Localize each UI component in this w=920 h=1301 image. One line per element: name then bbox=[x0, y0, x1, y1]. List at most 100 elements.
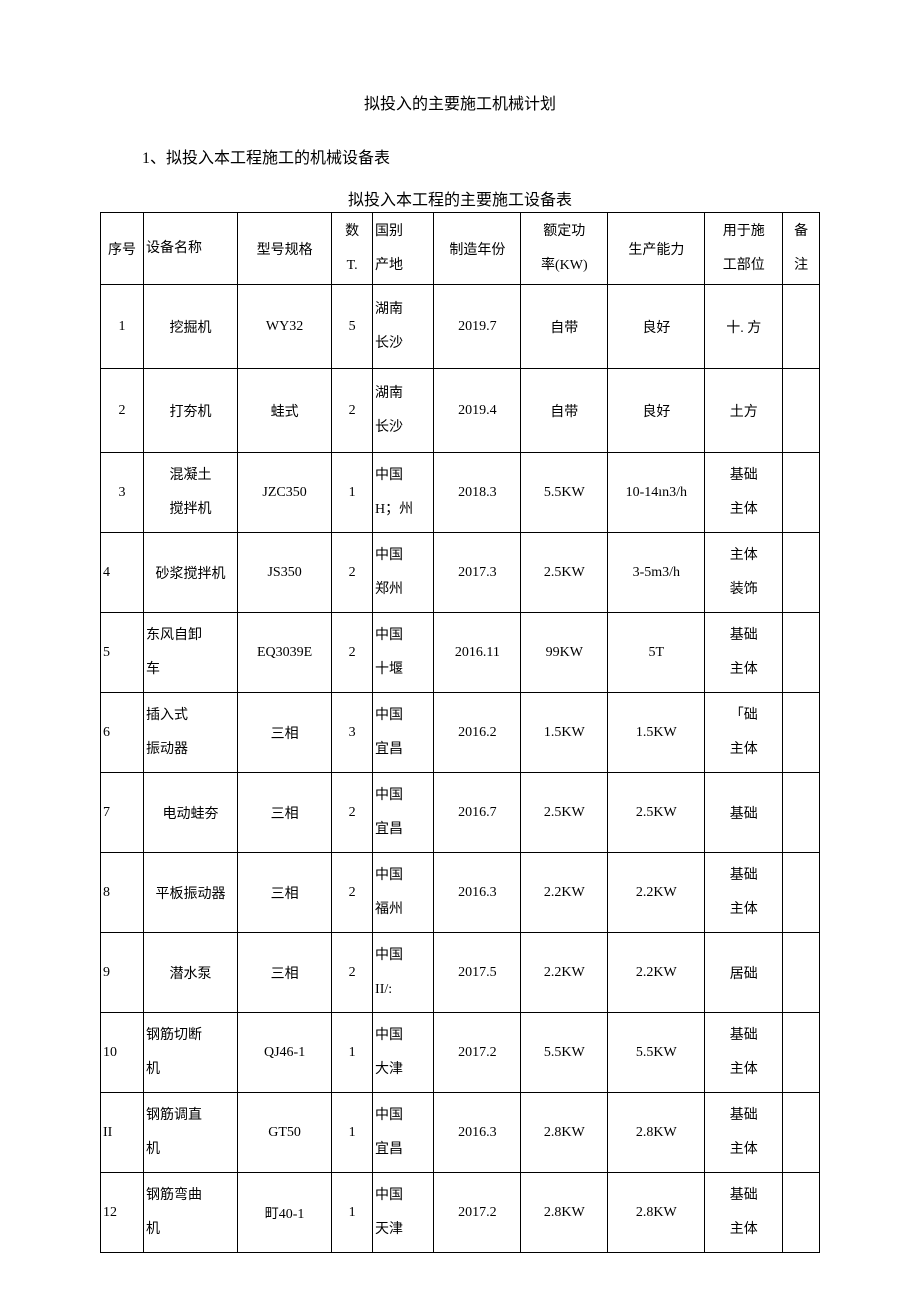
cell-capacity: 良好 bbox=[608, 285, 705, 369]
cell-note bbox=[783, 853, 820, 933]
cell-year: 2016.11 bbox=[434, 613, 521, 693]
cell-model: 三相 bbox=[238, 933, 332, 1013]
cell-usage: 「础主体 bbox=[705, 693, 783, 773]
cell-power: 1.5KW bbox=[521, 693, 608, 773]
cell-usage: 主体装饰 bbox=[705, 533, 783, 613]
header-capacity: 生产能力 bbox=[608, 213, 705, 285]
header-year: 制造年份 bbox=[434, 213, 521, 285]
table-row: II钢筋调直机GT501中国宜昌2016.32.8KW2.8KW基础主体 bbox=[101, 1093, 820, 1173]
cell-note bbox=[783, 369, 820, 453]
table-row: 7电动蛙夯三相2中国宜昌2016.72.5KW2.5KW基础 bbox=[101, 773, 820, 853]
cell-seq: 6 bbox=[101, 693, 144, 773]
cell-seq: 12 bbox=[101, 1173, 144, 1253]
table-row: 10钢筋切断机QJ46-11中国大津2017.25.5KW5.5KW基础主体 bbox=[101, 1013, 820, 1093]
header-usage: 用于施工部位 bbox=[705, 213, 783, 285]
cell-qty: 2 bbox=[332, 933, 373, 1013]
table-row: 3混凝土搅拌机JZC3501中国H；州2018.35.5KW10-14ın3/h… bbox=[101, 453, 820, 533]
header-power: 额定功率(KW) bbox=[521, 213, 608, 285]
cell-model: GT50 bbox=[238, 1093, 332, 1173]
header-note: 备注 bbox=[783, 213, 820, 285]
cell-model: JZC350 bbox=[238, 453, 332, 533]
table-body: 1挖掘机WY325湖南长沙2019.7自带良好十. 方2打夯机蛙式2湖南长沙20… bbox=[101, 285, 820, 1253]
cell-usage: 居础 bbox=[705, 933, 783, 1013]
cell-note bbox=[783, 285, 820, 369]
cell-capacity: 2.8KW bbox=[608, 1173, 705, 1253]
cell-power: 99KW bbox=[521, 613, 608, 693]
cell-model: EQ3039E bbox=[238, 613, 332, 693]
cell-seq: 4 bbox=[101, 533, 144, 613]
cell-model: 三相 bbox=[238, 773, 332, 853]
cell-model: 三相 bbox=[238, 693, 332, 773]
cell-usage: 基础主体 bbox=[705, 853, 783, 933]
cell-qty: 1 bbox=[332, 1173, 373, 1253]
cell-qty: 5 bbox=[332, 285, 373, 369]
cell-note bbox=[783, 693, 820, 773]
cell-usage: 基础 bbox=[705, 773, 783, 853]
cell-seq: 8 bbox=[101, 853, 144, 933]
cell-power: 2.8KW bbox=[521, 1173, 608, 1253]
table-row: 1挖掘机WY325湖南长沙2019.7自带良好十. 方 bbox=[101, 285, 820, 369]
cell-year: 2017.3 bbox=[434, 533, 521, 613]
cell-origin: 中国II/: bbox=[373, 933, 434, 1013]
cell-name: 钢筋切断机 bbox=[143, 1013, 237, 1093]
cell-model: WY32 bbox=[238, 285, 332, 369]
cell-power: 自带 bbox=[521, 369, 608, 453]
cell-name: 电动蛙夯 bbox=[143, 773, 237, 853]
cell-qty: 2 bbox=[332, 533, 373, 613]
cell-model: QJ46-1 bbox=[238, 1013, 332, 1093]
cell-seq: 3 bbox=[101, 453, 144, 533]
cell-seq: 9 bbox=[101, 933, 144, 1013]
cell-capacity: 2.5KW bbox=[608, 773, 705, 853]
cell-origin: 中国宜昌 bbox=[373, 773, 434, 853]
cell-year: 2017.2 bbox=[434, 1013, 521, 1093]
cell-capacity: 良好 bbox=[608, 369, 705, 453]
section-heading: 1、拟投入本工程施工的机械设备表 bbox=[142, 144, 820, 168]
cell-year: 2016.7 bbox=[434, 773, 521, 853]
cell-capacity: 2.2KW bbox=[608, 933, 705, 1013]
cell-qty: 2 bbox=[332, 773, 373, 853]
cell-seq: II bbox=[101, 1093, 144, 1173]
cell-model: 町40-1 bbox=[238, 1173, 332, 1253]
page-title: 拟投入的主要施工机械计划 bbox=[100, 90, 820, 114]
header-origin: 国别产地 bbox=[373, 213, 434, 285]
cell-name: 砂浆搅拌机 bbox=[143, 533, 237, 613]
table-row: 9潜水泵三相2中国II/:2017.52.2KW2.2KW居础 bbox=[101, 933, 820, 1013]
cell-capacity: 1.5KW bbox=[608, 693, 705, 773]
cell-power: 2.2KW bbox=[521, 853, 608, 933]
header-qty: 数T. bbox=[332, 213, 373, 285]
cell-qty: 2 bbox=[332, 853, 373, 933]
cell-year: 2019.7 bbox=[434, 285, 521, 369]
cell-power: 5.5KW bbox=[521, 1013, 608, 1093]
table-caption: 拟投入本工程的主要施工设备表 bbox=[100, 186, 820, 210]
header-model: 型号规格 bbox=[238, 213, 332, 285]
table-row: 2打夯机蛙式2湖南长沙2019.4自带良好土方 bbox=[101, 369, 820, 453]
cell-origin: 中国福州 bbox=[373, 853, 434, 933]
cell-name: 潜水泵 bbox=[143, 933, 237, 1013]
cell-seq: 2 bbox=[101, 369, 144, 453]
cell-year: 2017.5 bbox=[434, 933, 521, 1013]
cell-name: 混凝土搅拌机 bbox=[143, 453, 237, 533]
cell-capacity: 10-14ın3/h bbox=[608, 453, 705, 533]
cell-qty: 2 bbox=[332, 613, 373, 693]
cell-capacity: 5.5KW bbox=[608, 1013, 705, 1093]
cell-note bbox=[783, 533, 820, 613]
cell-origin: 中国天津 bbox=[373, 1173, 434, 1253]
cell-usage: 基础主体 bbox=[705, 1093, 783, 1173]
cell-note bbox=[783, 1013, 820, 1093]
cell-year: 2016.3 bbox=[434, 853, 521, 933]
cell-seq: 10 bbox=[101, 1013, 144, 1093]
table-row: 5东风自卸车EQ3039E2中国十堰2016.1199KW5T基础主体 bbox=[101, 613, 820, 693]
cell-year: 2018.3 bbox=[434, 453, 521, 533]
cell-name: 平板振动器 bbox=[143, 853, 237, 933]
cell-usage: 土方 bbox=[705, 369, 783, 453]
cell-capacity: 5T bbox=[608, 613, 705, 693]
cell-name: 钢筋调直机 bbox=[143, 1093, 237, 1173]
cell-origin: 中国郑州 bbox=[373, 533, 434, 613]
cell-origin: 中国H；州 bbox=[373, 453, 434, 533]
table-row: 4砂浆搅拌机JS3502中国郑州2017.32.5KW3-5m3/h主体装饰 bbox=[101, 533, 820, 613]
table-row: 8平板振动器三相2中国福州2016.32.2KW2.2KW基础主体 bbox=[101, 853, 820, 933]
cell-usage: 基础主体 bbox=[705, 613, 783, 693]
table-row: 6插入式振动器三相3中国宜昌2016.21.5KW1.5KW「础主体 bbox=[101, 693, 820, 773]
cell-origin: 中国大津 bbox=[373, 1013, 434, 1093]
equipment-table: 序号 设备名称 型号规格 数T. 国别产地 制造年份 额定功率(KW) 生产能力… bbox=[100, 212, 820, 1253]
